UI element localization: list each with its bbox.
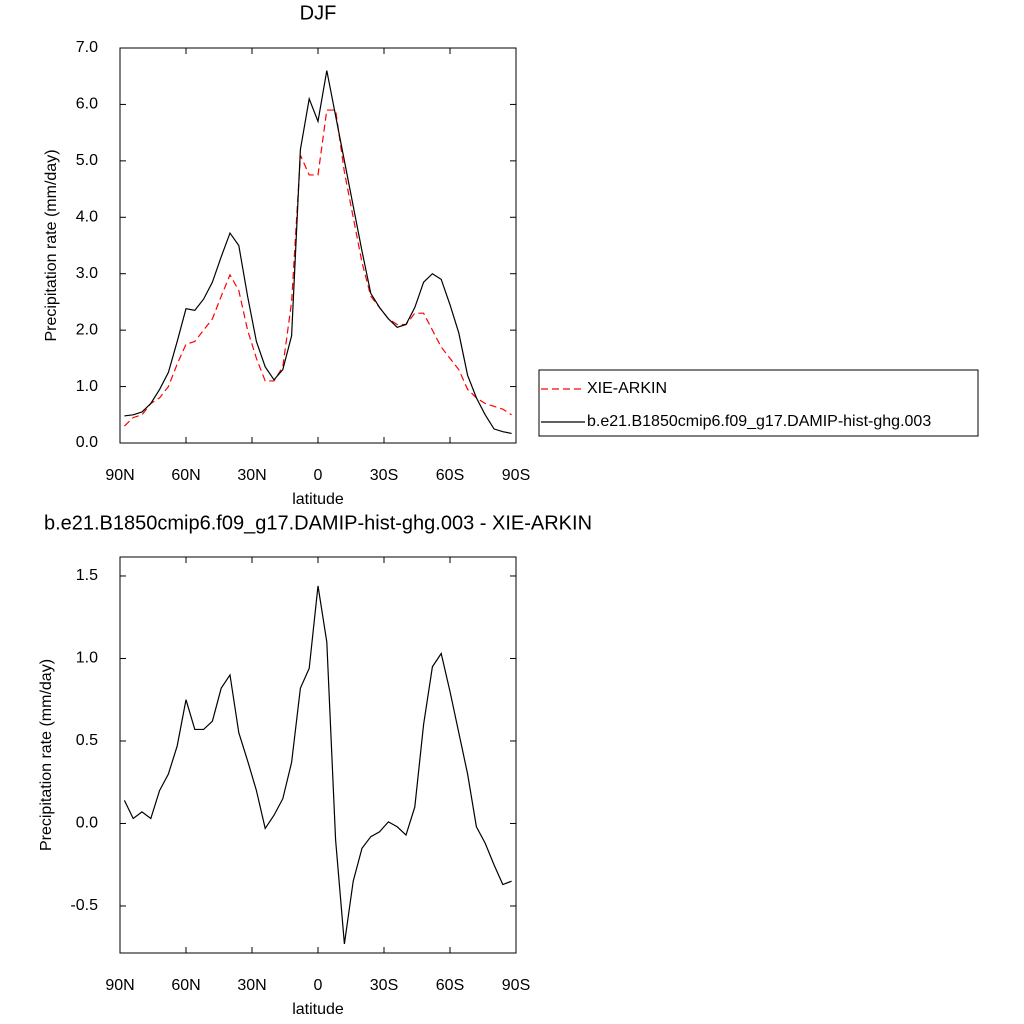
y-tick-label: 4.0 bbox=[76, 209, 98, 226]
y-axis-label: Precipitation rate (mm/day) bbox=[43, 149, 60, 341]
x-tick-label: 0 bbox=[314, 467, 323, 484]
x-tick-label: 90S bbox=[502, 467, 530, 484]
data-line bbox=[123, 585, 512, 945]
x-tick-label: 60S bbox=[436, 977, 464, 994]
chart-title: DJF bbox=[300, 2, 337, 24]
x-tick-label: 60S bbox=[436, 467, 464, 484]
legend-box bbox=[538, 369, 979, 437]
plot-frame bbox=[119, 47, 517, 444]
y-tick-label: 1.0 bbox=[76, 650, 98, 667]
x-tick-label: 90S bbox=[502, 977, 530, 994]
y-tick-label: 0.5 bbox=[76, 732, 98, 749]
y-tick-label: 0.0 bbox=[76, 815, 98, 832]
x-tick-label: 60N bbox=[171, 467, 200, 484]
x-axis-label: latitude bbox=[292, 491, 344, 508]
y-tick-label: 1.0 bbox=[76, 378, 98, 395]
y-tick-label: 5.0 bbox=[76, 152, 98, 169]
legend-label: XIE-ARKIN bbox=[587, 380, 667, 397]
x-tick-label: 30N bbox=[237, 977, 266, 994]
plot-frame bbox=[119, 556, 517, 954]
x-tick-label: 30N bbox=[237, 467, 266, 484]
y-tick-label: 0.0 bbox=[76, 434, 98, 451]
x-tick-label: 30S bbox=[370, 467, 398, 484]
x-tick-label: 60N bbox=[171, 977, 200, 994]
x-tick-label: 0 bbox=[314, 977, 323, 994]
x-axis-label: latitude bbox=[292, 1001, 344, 1018]
chart-title: b.e21.B1850cmip6.f09_g17.DAMIP-hist-ghg.… bbox=[44, 512, 592, 534]
legend-label: b.e21.B1850cmip6.f09_g17.DAMIP-hist-ghg.… bbox=[587, 413, 931, 430]
y-axis-label: Precipitation rate (mm/day) bbox=[38, 659, 55, 851]
y-tick-label: 2.0 bbox=[76, 321, 98, 338]
x-tick-label: 90N bbox=[105, 467, 134, 484]
data-line bbox=[123, 109, 512, 427]
data-line bbox=[124, 70, 512, 434]
y-tick-label: 1.5 bbox=[76, 567, 98, 584]
x-tick-label: 30S bbox=[370, 977, 398, 994]
y-tick-label: 3.0 bbox=[76, 265, 98, 282]
y-tick-label: 6.0 bbox=[76, 96, 98, 113]
y-tick-label: 7.0 bbox=[76, 39, 98, 56]
x-tick-label: 90N bbox=[105, 977, 134, 994]
y-tick-label: -0.5 bbox=[70, 897, 98, 914]
